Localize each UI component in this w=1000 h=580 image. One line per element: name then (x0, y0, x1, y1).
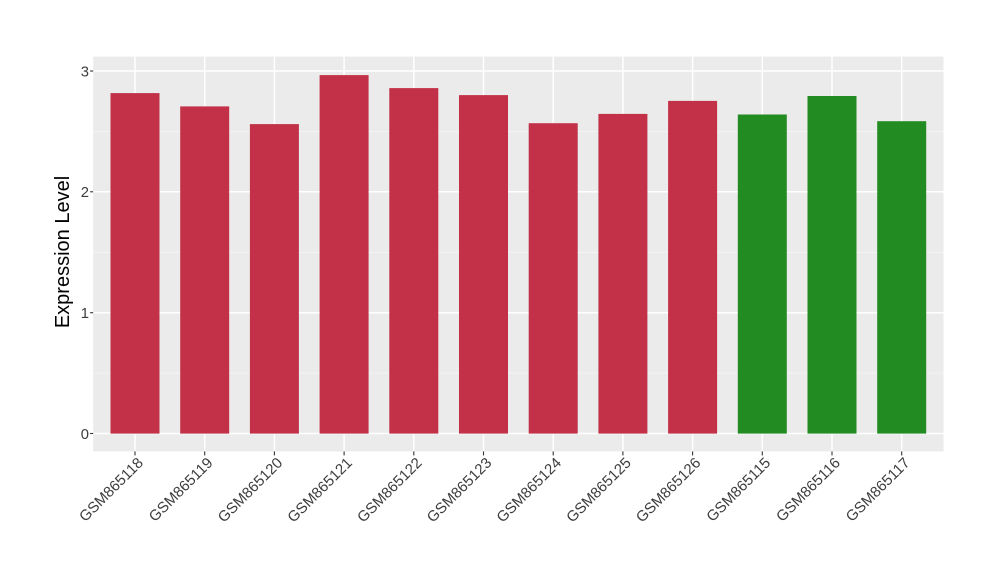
svg-text:3: 3 (81, 64, 89, 80)
svg-text:Expression Level: Expression Level (52, 176, 74, 328)
svg-text:2: 2 (81, 185, 89, 201)
svg-text:1: 1 (81, 306, 89, 322)
svg-text:0: 0 (81, 427, 89, 443)
